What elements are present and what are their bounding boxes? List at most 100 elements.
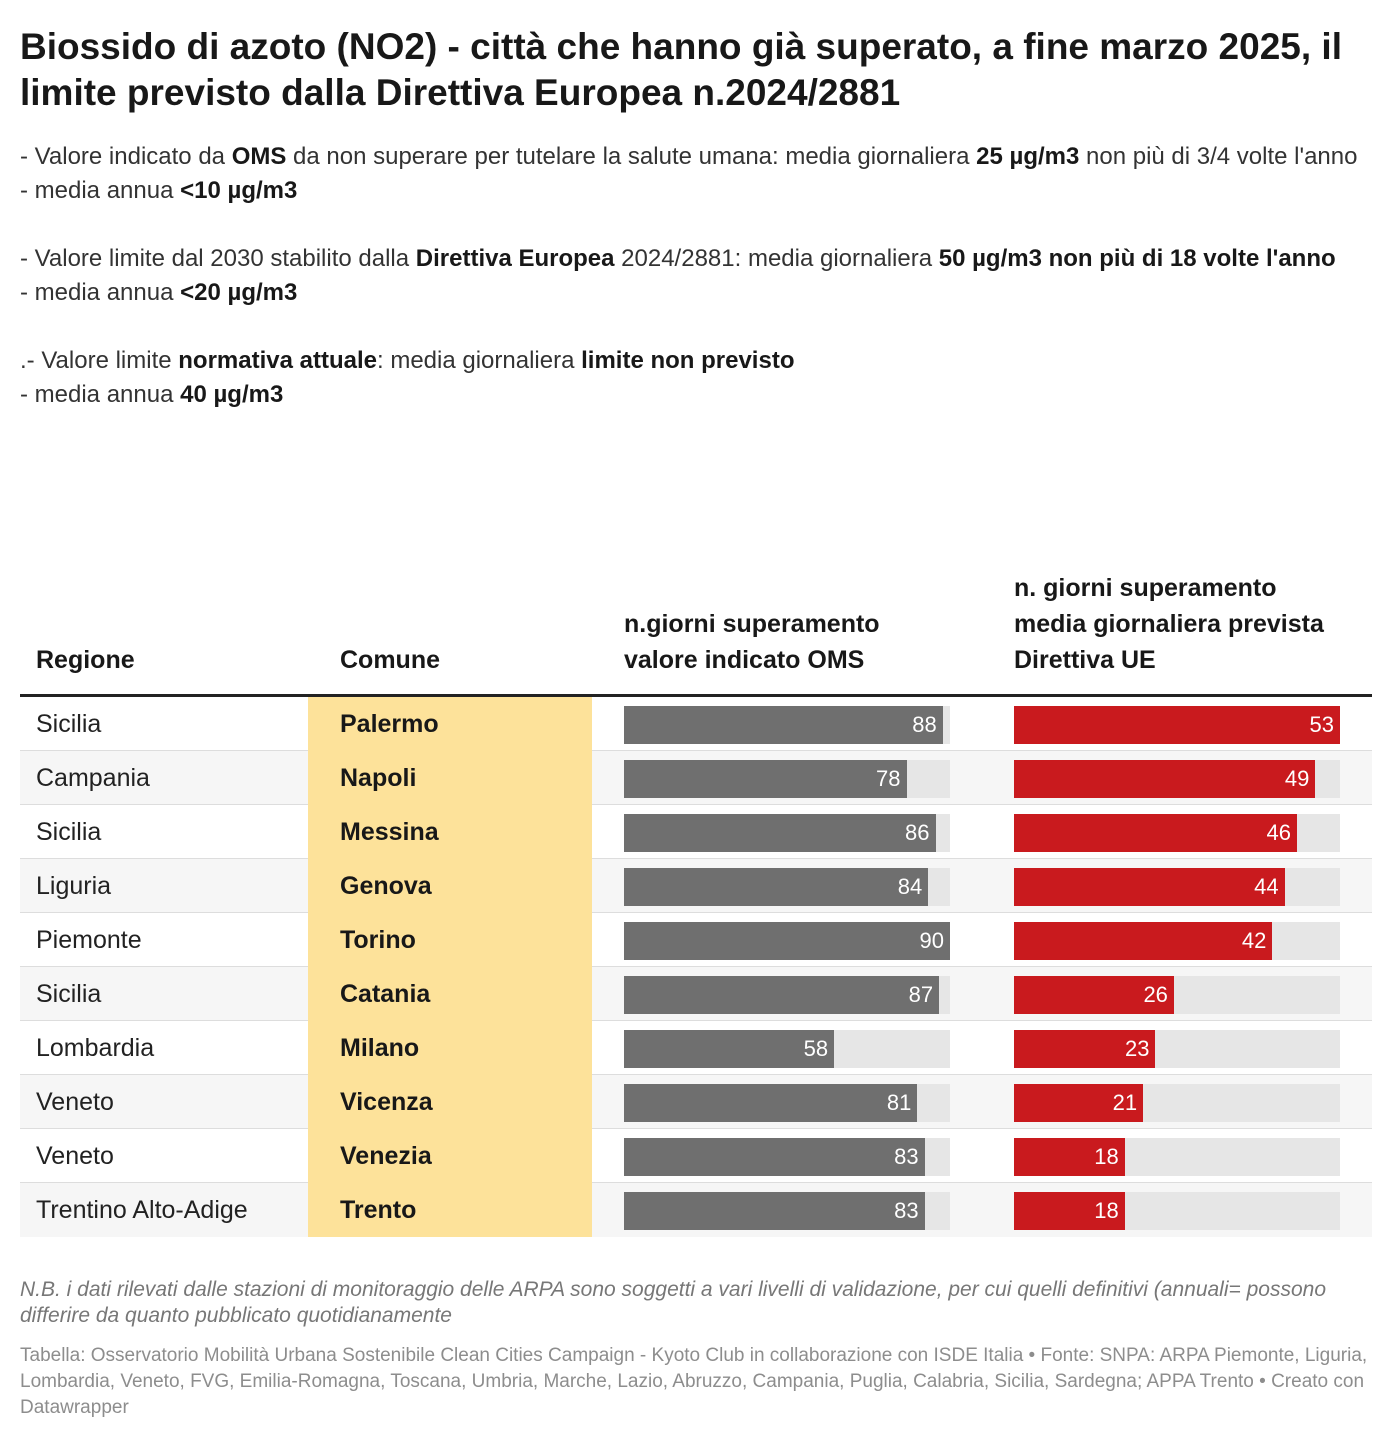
bar-value-label: 18 (1094, 1198, 1119, 1223)
description-emphasis: <20 µg/m3 (180, 279, 298, 306)
bar-track-oms: 58 (624, 1030, 950, 1068)
bar-oms: 81 (624, 1084, 918, 1122)
bar-track-oms: 88 (624, 706, 950, 744)
bar-track-oms: 83 (624, 1192, 950, 1230)
description-line: - media annua <10 µg/m3 (20, 174, 1372, 208)
cell-comune: Trento (308, 1183, 592, 1237)
table-row: Sicilia Catania 87 26 (20, 967, 1372, 1021)
description-line: - media annua <20 µg/m3 (20, 276, 1372, 310)
description-spacer (20, 310, 1372, 344)
description-text: - Valore indicato da (20, 143, 232, 170)
description-text: - Valore limite dal 2030 stabilito dalla (20, 245, 416, 272)
table-row: Sicilia Palermo 88 53 (20, 697, 1372, 751)
bar-track-ue: 49 (1014, 760, 1340, 798)
bar-oms: 83 (624, 1192, 925, 1230)
bar-value-label: 87 (908, 982, 934, 1007)
bar-ue: 21 (1014, 1084, 1144, 1122)
bar-value-label: 26 (1143, 982, 1168, 1007)
description-text: non più di 3/4 volte l'anno (1079, 143, 1358, 170)
table-row: Campania Napoli 78 49 (20, 751, 1372, 805)
bar-value-label: 53 (1309, 712, 1334, 737)
header-regione[interactable]: Regione (36, 646, 135, 674)
bar-track-oms: 90 (624, 922, 950, 960)
cell-regione: Trentino Alto-Adige (36, 1196, 248, 1224)
bar-value-label: 42 (1241, 928, 1267, 953)
source-credit: Tabella: Osservatorio Mobilità Urbana So… (20, 1345, 1368, 1418)
cell-regione: Veneto (36, 1088, 114, 1116)
bar-track-ue: 18 (1014, 1138, 1340, 1176)
bar-oms: 78 (624, 760, 907, 798)
table-row: Liguria Genova 84 44 (20, 859, 1372, 913)
bar-value-label: 88 (912, 712, 937, 737)
bar-ue: 26 (1014, 976, 1174, 1014)
bar-value-label: 44 (1254, 874, 1279, 899)
table-row: Lombardia Milano 58 23 (20, 1021, 1372, 1075)
cell-comune: Vicenza (308, 1075, 592, 1129)
cell-comune: Genova (308, 859, 592, 913)
description-text: .- Valore limite (20, 347, 179, 374)
chart-title: Biossido di azoto (NO2) - città che hann… (20, 26, 1342, 113)
bar-value-label: 18 (1094, 1144, 1119, 1169)
cell-comune: Milano (308, 1021, 592, 1075)
bar-ue: 42 (1014, 922, 1273, 960)
bar-track-ue: 53 (1014, 706, 1340, 744)
bar-track-oms: 78 (624, 760, 950, 798)
table-row: Sicilia Messina 86 46 (20, 805, 1372, 859)
cell-regione: Sicilia (36, 710, 102, 738)
header-comune[interactable]: Comune (340, 646, 440, 674)
description-emphasis: limite non previsto (581, 347, 795, 374)
description-emphasis: normativa attuale (178, 347, 377, 374)
bar-track-oms: 81 (624, 1084, 950, 1122)
bar-track-ue: 44 (1014, 868, 1340, 906)
bar-value-label: 83 (894, 1198, 919, 1223)
bar-value-label: 90 (919, 928, 944, 953)
description-line: .- Valore limite normativa attuale: medi… (20, 344, 1372, 378)
description-emphasis: <10 µg/m3 (180, 177, 298, 204)
bar-track-oms: 83 (624, 1138, 950, 1176)
bar-track-oms: 84 (624, 868, 950, 906)
header-oms-days[interactable]: n.giorni superamento valore indicato OMS (624, 610, 880, 674)
bar-track-ue: 42 (1014, 922, 1340, 960)
description-text: - media annua (20, 177, 181, 204)
description-emphasis: 50 µg/m3 non più di 18 volte l'anno (938, 245, 1336, 272)
bar-oms: 87 (624, 976, 940, 1014)
description-text: da non superare per tutelare la salute u… (286, 143, 977, 170)
data-table: Regione Comune n.giorni superamento valo… (20, 560, 1372, 1237)
description-emphasis: Direttiva Europea (415, 245, 615, 272)
bar-oms: 90 (624, 922, 950, 960)
bar-value-label: 49 (1284, 766, 1310, 791)
bar-ue: 46 (1014, 814, 1297, 852)
cell-regione: Liguria (36, 872, 112, 900)
cell-regione: Sicilia (36, 818, 102, 846)
description-spacer (20, 208, 1372, 242)
cell-regione: Lombardia (36, 1034, 155, 1062)
bar-value-label: 84 (897, 874, 923, 899)
cell-comune: Napoli (308, 751, 592, 805)
table-body: Sicilia Palermo 88 53 Campania Napoli 78 49 Sici… (20, 697, 1372, 1237)
bar-oms: 88 (624, 706, 943, 744)
bar-track-ue: 18 (1014, 1192, 1340, 1230)
bar-track-ue: 26 (1014, 976, 1340, 1014)
cell-comune: Venezia (308, 1129, 592, 1183)
bar-ue: 49 (1014, 760, 1316, 798)
bar-value-label: 86 (905, 820, 930, 845)
bar-value-label: 21 (1112, 1090, 1138, 1115)
cell-regione: Sicilia (36, 980, 102, 1008)
bar-oms: 58 (624, 1030, 835, 1068)
footnote: N.B. i dati rilevati dalle stazioni di m… (20, 1278, 1327, 1327)
description-emphasis: OMS (231, 143, 287, 170)
bar-value-label: 23 (1124, 1036, 1150, 1061)
cell-regione: Veneto (36, 1142, 114, 1170)
description-text: - media annua (20, 381, 181, 408)
cell-comune: Torino (308, 913, 592, 967)
description-line: - Valore indicato da OMS da non superare… (20, 140, 1372, 174)
description-line: - media annua 40 µg/m3 (20, 378, 1372, 412)
bar-value-label: 83 (894, 1144, 919, 1169)
cell-comune: Catania (308, 967, 592, 1021)
table-row: Piemonte Torino 90 42 (20, 913, 1372, 967)
description-text: : media giornaliera (377, 347, 582, 374)
table-row: Veneto Vicenza 81 21 (20, 1075, 1372, 1129)
bar-oms: 83 (624, 1138, 925, 1176)
header-ue-days[interactable]: n. giorni superamento media giornaliera … (1014, 574, 1324, 674)
bar-ue: 44 (1014, 868, 1285, 906)
